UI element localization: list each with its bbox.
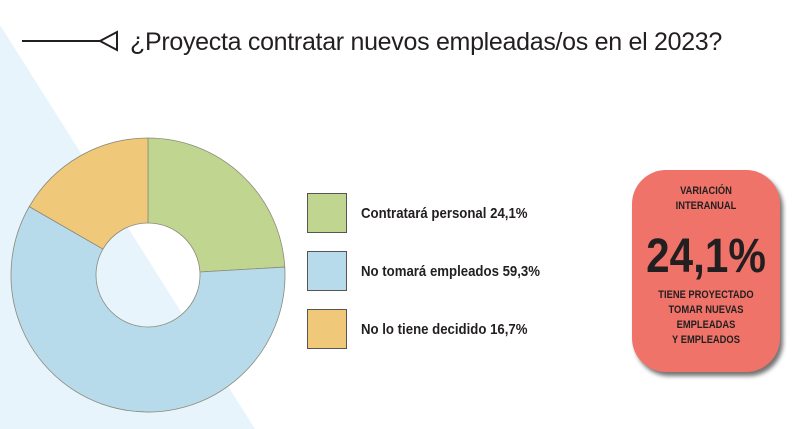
legend-label: Contratará personal 24,1% xyxy=(361,204,528,222)
card-value: 24,1% xyxy=(646,230,766,283)
legend-swatch xyxy=(307,193,347,233)
slice-no-decidido xyxy=(28,137,149,250)
legend-swatch xyxy=(307,251,347,291)
legend-item-no-tomara: No tomará empleados 59,3% xyxy=(307,251,564,291)
card-label: VARIACIÓN xyxy=(680,185,732,197)
card-caption: TIENE PROYECTADO xyxy=(658,289,754,301)
legend-label: No lo tiene decidido 16,7% xyxy=(361,320,528,338)
slice-contratara xyxy=(147,137,286,273)
legend-item-contratara: Contratará personal 24,1% xyxy=(307,193,550,233)
legend-item-no-decidido: No lo tiene decidido 16,7% xyxy=(307,309,550,349)
variation-card: VARIACIÓN INTERANUAL 24,1% TIENE PROYECT… xyxy=(632,170,780,372)
card-caption: Y EMPLEADOS xyxy=(672,334,740,346)
card-caption: TOMAR NUEVAS EMPLEADAS xyxy=(668,304,744,331)
legend-swatch xyxy=(307,309,347,349)
triangle-icon xyxy=(97,30,118,52)
slice-no-tomara xyxy=(10,206,286,413)
legend-label: No tomará empleados 59,3% xyxy=(361,262,541,280)
card-label: INTERANUAL xyxy=(675,200,737,212)
page-title: ¿Proyecta contratar nuevos empleadas/os … xyxy=(130,28,723,56)
